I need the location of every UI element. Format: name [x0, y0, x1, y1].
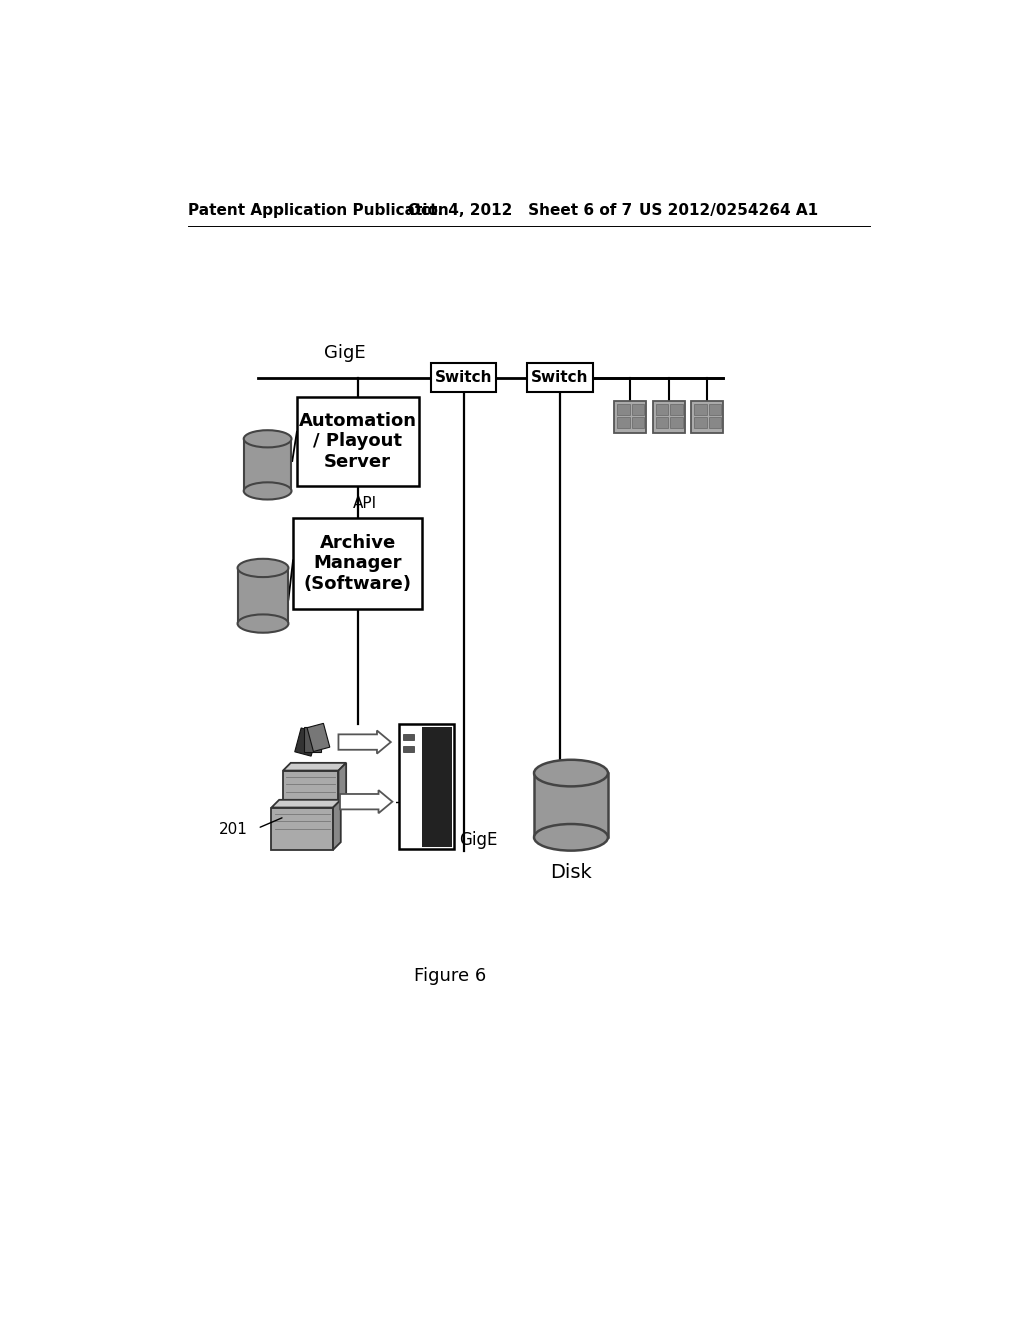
- Ellipse shape: [238, 558, 289, 577]
- Bar: [632, 404, 644, 414]
- Text: Disk: Disk: [550, 863, 592, 882]
- Polygon shape: [295, 727, 317, 756]
- Text: US 2012/0254264 A1: US 2012/0254264 A1: [639, 203, 818, 218]
- Bar: [671, 404, 683, 414]
- Bar: [283, 771, 339, 808]
- Bar: [655, 404, 668, 414]
- Text: Figure 6: Figure 6: [414, 966, 486, 985]
- Bar: [632, 417, 644, 428]
- Text: Oct. 4, 2012   Sheet 6 of 7: Oct. 4, 2012 Sheet 6 of 7: [408, 203, 632, 218]
- Bar: [694, 417, 707, 428]
- Bar: [403, 746, 414, 752]
- Bar: [535, 774, 608, 837]
- Bar: [398, 725, 454, 849]
- Bar: [297, 397, 419, 486]
- Bar: [617, 404, 630, 414]
- Polygon shape: [271, 800, 341, 808]
- Text: Switch: Switch: [531, 371, 589, 385]
- Ellipse shape: [535, 760, 608, 787]
- Bar: [655, 417, 668, 428]
- Text: GigE: GigE: [324, 345, 366, 363]
- Ellipse shape: [244, 430, 292, 447]
- Bar: [694, 404, 707, 414]
- Text: 201: 201: [219, 822, 248, 837]
- Text: Archive
Manager
(Software): Archive Manager (Software): [304, 533, 412, 593]
- FancyArrow shape: [340, 791, 392, 813]
- Polygon shape: [283, 763, 346, 771]
- Text: GigE: GigE: [460, 830, 498, 849]
- Ellipse shape: [535, 824, 608, 850]
- Polygon shape: [304, 727, 321, 752]
- Bar: [527, 363, 593, 392]
- Bar: [403, 734, 414, 739]
- Bar: [671, 417, 683, 428]
- Text: Patent Application Publication: Patent Application Publication: [188, 203, 450, 218]
- Bar: [244, 438, 292, 491]
- Ellipse shape: [244, 482, 292, 499]
- Bar: [238, 568, 289, 623]
- Bar: [422, 726, 453, 847]
- Polygon shape: [333, 800, 341, 850]
- Bar: [709, 417, 721, 428]
- Bar: [709, 404, 721, 414]
- Text: Switch: Switch: [435, 371, 493, 385]
- Bar: [293, 517, 422, 609]
- Ellipse shape: [238, 614, 289, 632]
- Bar: [271, 808, 333, 850]
- Bar: [691, 401, 724, 433]
- Bar: [617, 417, 630, 428]
- Bar: [614, 401, 646, 433]
- Polygon shape: [307, 723, 330, 751]
- Bar: [431, 363, 497, 392]
- Text: API: API: [353, 496, 378, 511]
- Polygon shape: [339, 763, 346, 808]
- FancyArrow shape: [339, 730, 391, 754]
- Text: Automation
/ Playout
Server: Automation / Playout Server: [299, 412, 417, 471]
- Bar: [652, 401, 685, 433]
